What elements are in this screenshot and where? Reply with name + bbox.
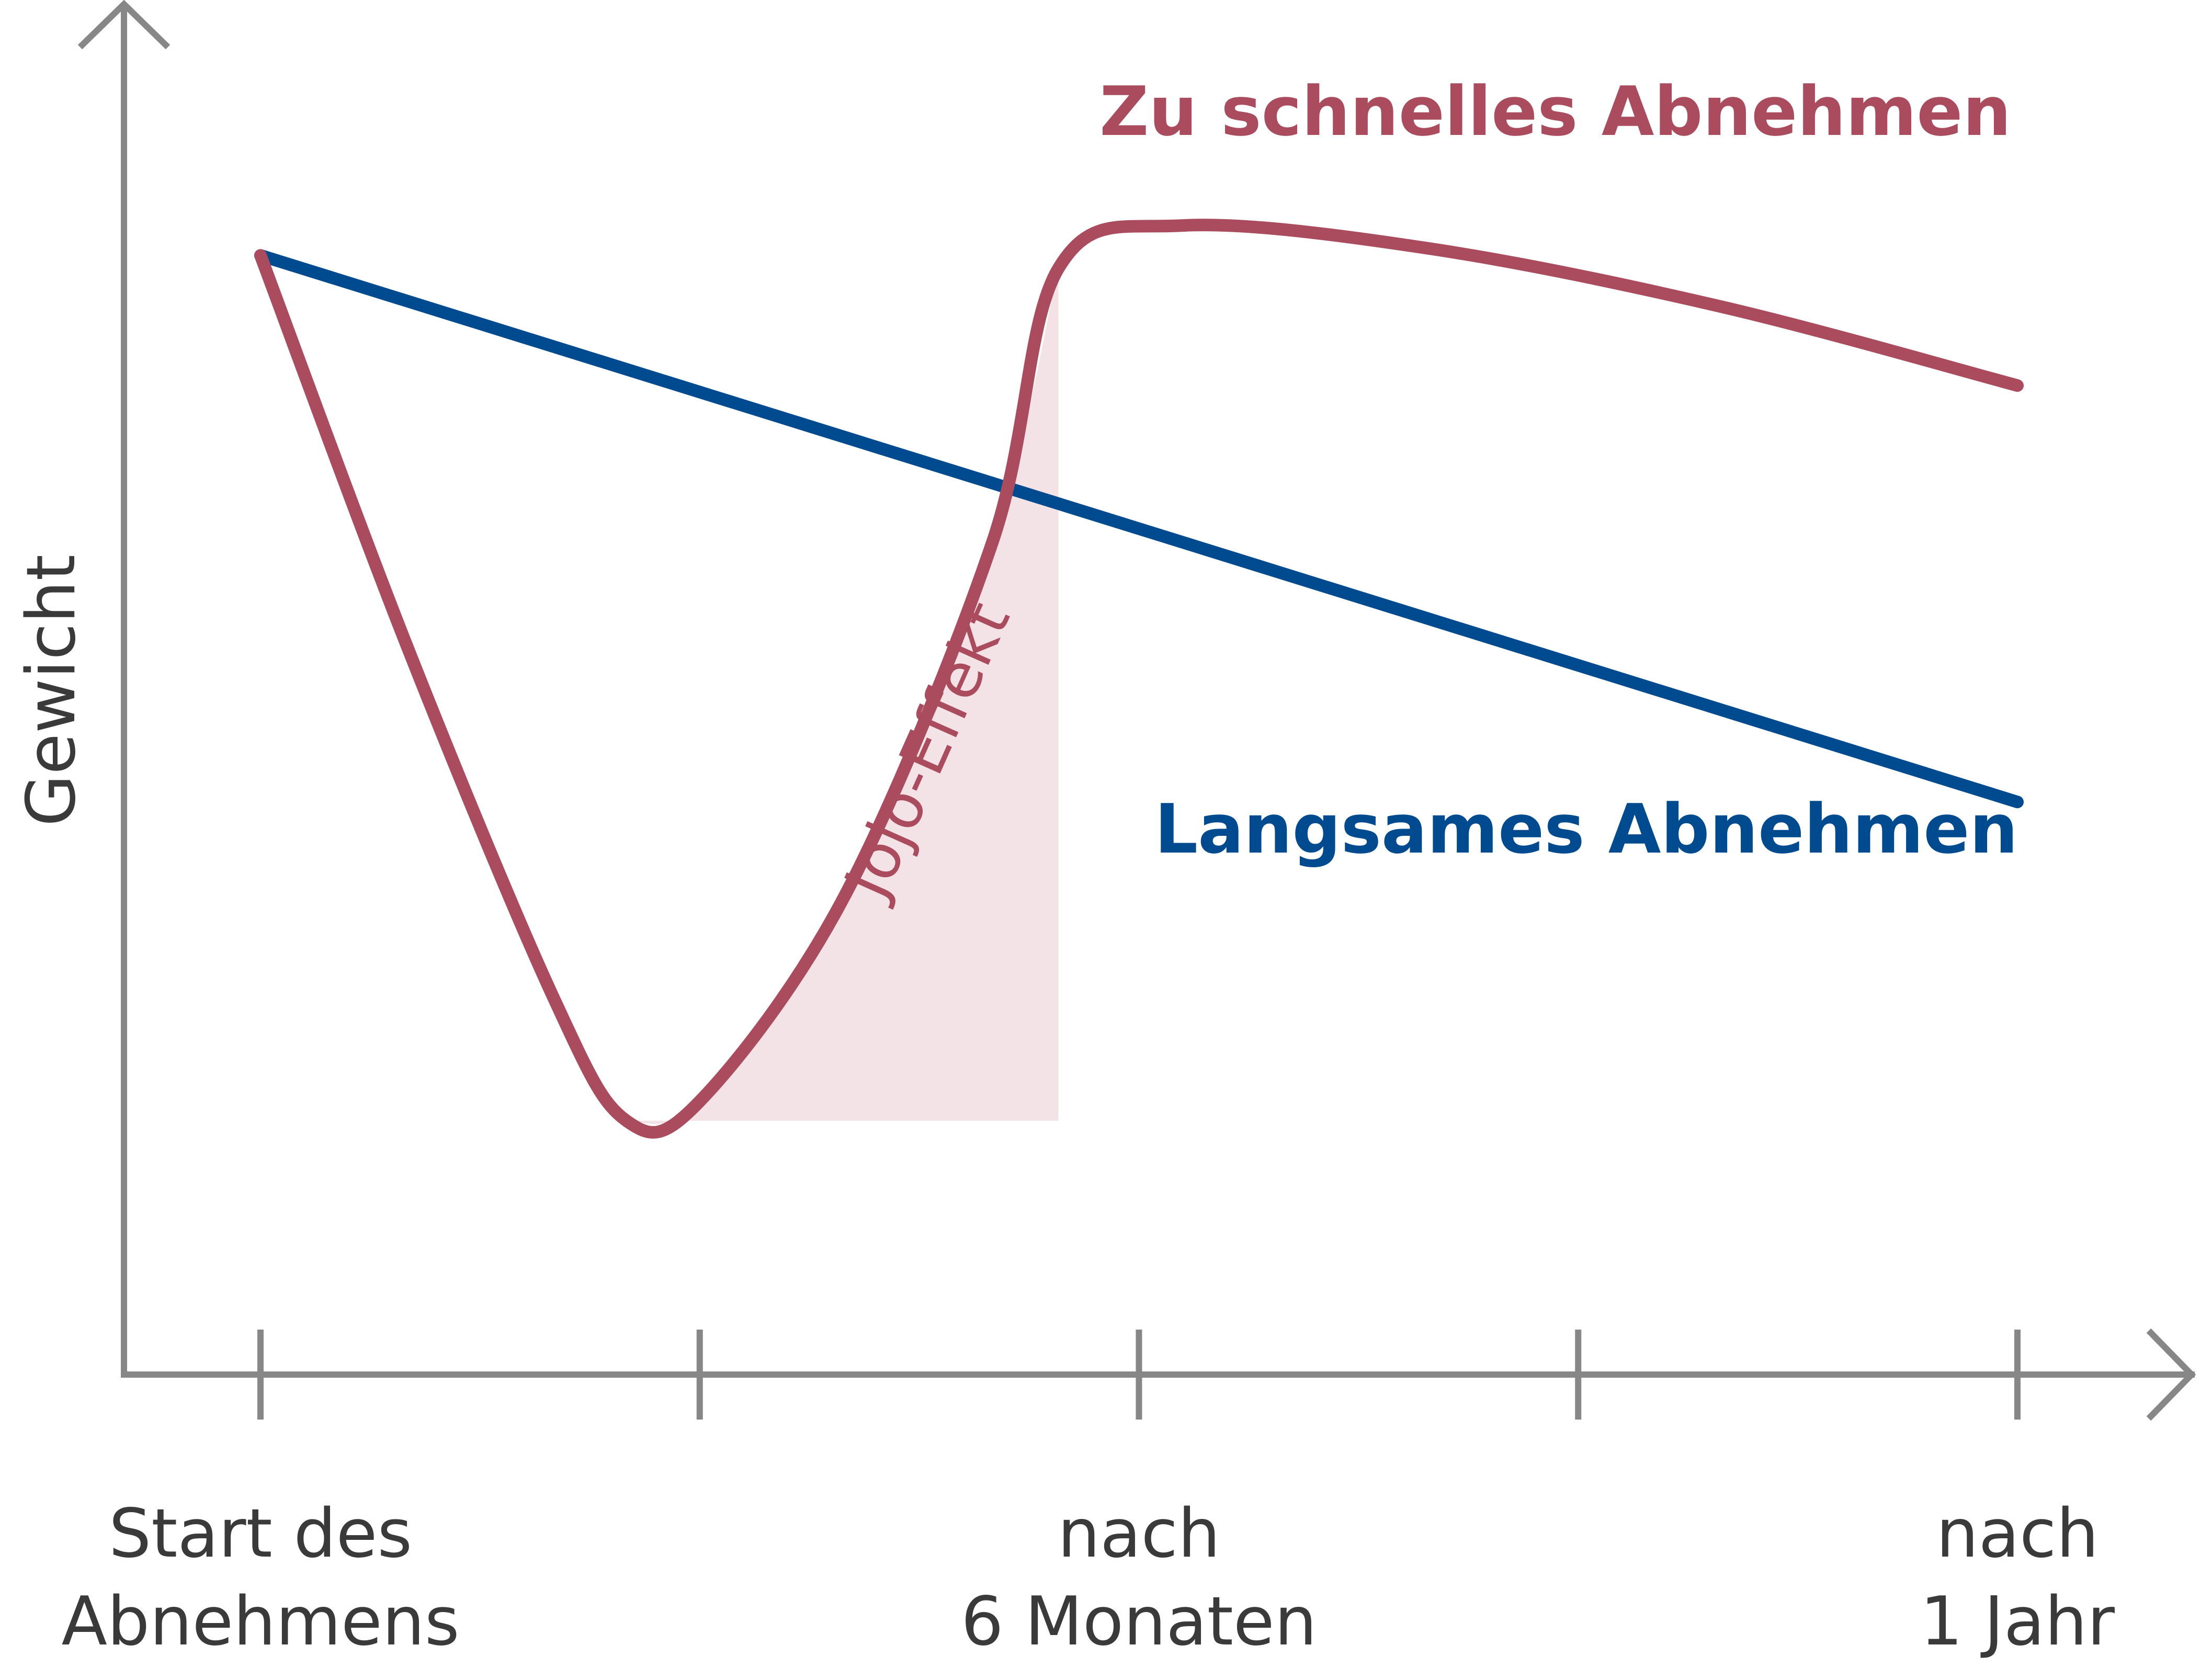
y-axis-label: Gewicht: [13, 554, 90, 826]
x-tick-label-line: Start des: [109, 1495, 412, 1573]
x-tick-label: nach 1 Jahr: [1920, 1495, 2115, 1661]
x-tick-label-line: 6 Monaten: [961, 1583, 1317, 1661]
series-line-langsames-abnehmen: [254, 249, 2024, 809]
legend-label-langsames-abnehmen: Langsames Abnehmen: [1154, 789, 2018, 869]
x-tick-label: nach 6 Monaten: [961, 1495, 1317, 1661]
legend-label-zu-schnelles-abnehmen: Zu schnelles Abnehmen: [1099, 72, 2011, 151]
x-tick-label-line: 1 Jahr: [1920, 1583, 2115, 1661]
x-tick-label-line: Abnehmens: [61, 1583, 459, 1661]
y-axis-arrow-icon: [77, 0, 171, 50]
jojo-effect-area: [626, 268, 1059, 1125]
x-tick-label-line: nach: [1936, 1495, 2098, 1573]
x-axis-ticks: [257, 1330, 2021, 1420]
series-line-zu-schnelles-abnehmen: [254, 219, 2024, 1139]
x-tick-label-line: nach: [1058, 1495, 1220, 1573]
x-axis-tick-labels: Start des Abnehmens nach 6 Monaten nach 1 Jah…: [61, 1495, 2115, 1661]
x-tick-label: Start des Abnehmens: [61, 1495, 459, 1661]
x-axis-arrow-icon: [2146, 1328, 2196, 1421]
